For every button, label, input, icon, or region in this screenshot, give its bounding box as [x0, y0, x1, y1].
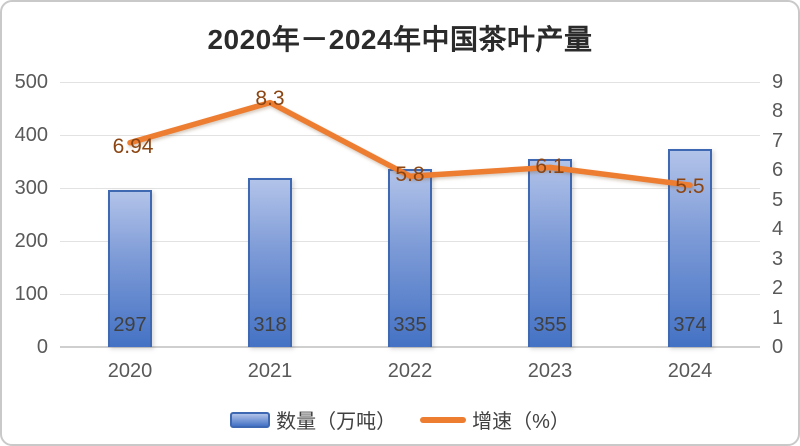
x-axis-line [60, 346, 760, 348]
left-axis-tick: 100 [14, 283, 48, 305]
right-axis-tick: 6 [772, 159, 784, 182]
line-value-label: 8.3 [255, 86, 285, 110]
bar-value-label: 297 [113, 314, 147, 336]
legend-label-growth: 增速（%） [472, 411, 570, 433]
chart-title: 2020年－2024年中国茶叶产量 [207, 24, 593, 55]
gridline [60, 82, 760, 83]
legend: 数量（万吨） 增速（%） [2, 405, 798, 434]
left-axis-tick: 200 [14, 230, 48, 252]
left-axis-tick: 0 [36, 336, 48, 358]
right-axis-tick: 0 [772, 336, 784, 358]
right-axis-tick: 1 [772, 306, 784, 329]
left-axis-tick: 400 [14, 124, 48, 146]
line-value-label: 5.5 [675, 175, 705, 199]
right-axis-tick: 7 [772, 129, 784, 152]
legend-item-growth: 增速（%） [420, 405, 570, 434]
legend-item-quantity: 数量（万吨） [230, 405, 396, 434]
right-axis-tick: 8 [772, 100, 784, 123]
line-value-label: 5.8 [395, 163, 425, 187]
bar-2022 [388, 169, 432, 347]
x-axis-tick-2021: 2021 [247, 360, 293, 382]
bar-2021 [248, 178, 292, 347]
right-axis-tick: 9 [772, 71, 784, 93]
bar-series-swatch-icon [230, 411, 271, 428]
bar-value-label: 374 [673, 314, 707, 336]
legend-label-quantity: 数量（万吨） [276, 411, 397, 433]
right-axis-tick: 4 [772, 218, 784, 241]
growth-line [127, 99, 693, 188]
gridline [60, 135, 760, 136]
x-axis-tick-2023: 2023 [527, 360, 573, 382]
x-axis-tick-2022: 2022 [387, 360, 433, 382]
line-value-label: 6.94 [112, 134, 154, 158]
line-value-label: 6.1 [535, 155, 565, 179]
left-axis-tick: 300 [14, 177, 48, 199]
bar-value-label: 335 [393, 314, 427, 336]
x-axis-tick-2020: 2020 [107, 360, 153, 382]
right-axis-tick: 3 [772, 247, 784, 270]
right-axis-tick: 2 [772, 277, 784, 300]
bar-2020 [108, 189, 152, 347]
line-series-swatch-icon [420, 416, 467, 423]
right-axis-tick: 5 [772, 188, 784, 211]
bar-value-label: 355 [533, 314, 567, 336]
bar-value-label: 318 [253, 314, 287, 336]
x-axis-tick-2024: 2024 [667, 360, 713, 382]
left-axis-tick: 500 [14, 71, 48, 93]
plot-area: 297 318 335 355 374 6.94 8.3 5.8 6.1 5.5 [60, 82, 760, 348]
bar-2023 [528, 158, 572, 347]
